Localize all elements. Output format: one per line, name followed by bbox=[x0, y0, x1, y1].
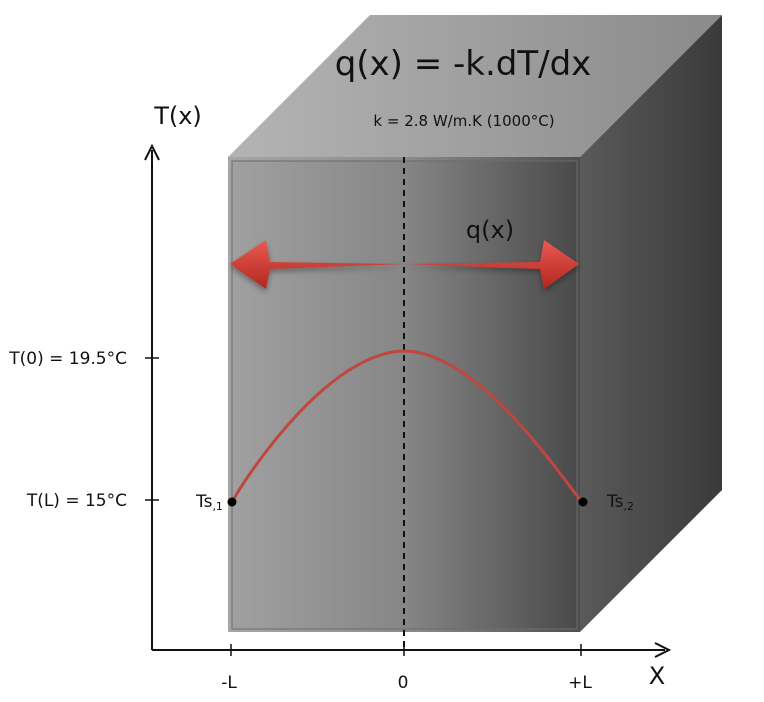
surface-label-left: Ts,1 bbox=[195, 492, 223, 513]
heat-flux-arrow bbox=[230, 240, 579, 289]
surface-label-right-sub: ,2 bbox=[623, 500, 634, 513]
surface-label-right-main: Ts bbox=[606, 492, 624, 512]
wall-side-face bbox=[580, 15, 722, 632]
axes bbox=[144, 143, 672, 658]
x-axis-arrowhead bbox=[654, 642, 672, 658]
x-tick-label-left: -L bbox=[221, 673, 237, 693]
surface-point-left bbox=[227, 497, 237, 507]
wall-top-face bbox=[228, 15, 722, 157]
x-tick-label-right: +L bbox=[568, 673, 592, 693]
flux-arrow-right bbox=[404, 240, 579, 289]
y-tick-label-center-temp: T(0) = 19.5°C bbox=[8, 349, 127, 369]
y-axis-arrowhead bbox=[144, 143, 160, 161]
flux-equation: q(x) = -k.dT/dx bbox=[335, 44, 592, 84]
conductivity-note: k = 2.8 W/m.K (1000°C) bbox=[373, 112, 554, 130]
surface-point-right bbox=[578, 497, 588, 507]
surface-label-right: Ts,2 bbox=[606, 492, 634, 513]
flux-arrow-left bbox=[230, 240, 404, 289]
temperature-profile-curve bbox=[230, 349, 584, 503]
y-tick-label-surface-temp: T(L) = 15°C bbox=[26, 491, 127, 511]
surface-label-left-sub: ,1 bbox=[212, 500, 223, 513]
y-axis-label: T(x) bbox=[153, 102, 202, 130]
flux-label: q(x) bbox=[466, 216, 514, 244]
x-axis-label: X bbox=[649, 662, 665, 690]
wall-block bbox=[228, 15, 722, 632]
surface-label-left-main: Ts bbox=[195, 492, 213, 512]
x-tick-label-center: 0 bbox=[398, 673, 409, 693]
